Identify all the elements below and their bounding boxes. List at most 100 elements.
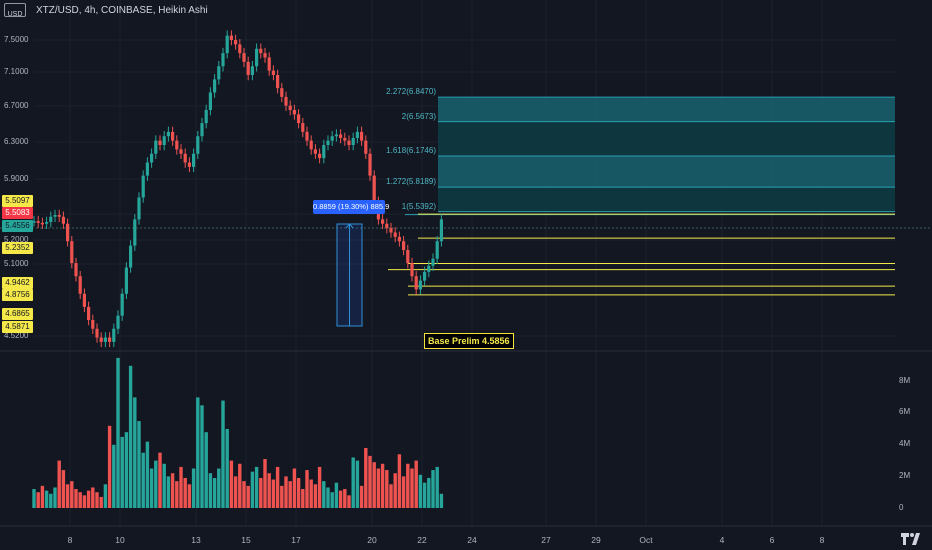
volume-bar xyxy=(355,460,360,508)
volume-bar xyxy=(380,463,385,508)
volume-tick-label: 4M xyxy=(899,439,911,448)
volume-bar xyxy=(179,466,183,508)
candle xyxy=(183,153,187,163)
measure-tool[interactable] xyxy=(336,223,363,327)
candle xyxy=(187,162,191,167)
price-tick-label: 5.9000 xyxy=(4,174,29,183)
volume-bar xyxy=(422,482,427,508)
candle xyxy=(145,162,149,176)
volume-bar xyxy=(137,421,141,508)
volume-bar xyxy=(70,481,74,508)
volume-tick-label: 0 xyxy=(899,503,904,512)
candle xyxy=(381,219,385,224)
candle xyxy=(347,140,351,145)
base-prelim-label[interactable]: Base Prelim 4.5856 xyxy=(424,333,514,349)
candle xyxy=(288,105,292,110)
chart-header: USD XTZ/USD, 4h, COINBASE, Heikin Ashi xyxy=(0,0,932,22)
candle xyxy=(204,110,208,124)
volume-bar xyxy=(95,492,99,508)
candle xyxy=(36,221,40,223)
price-tick-label: 4.5200 xyxy=(4,331,29,340)
candle xyxy=(32,221,36,223)
time-tick-label: 29 xyxy=(591,535,601,545)
candle xyxy=(385,223,389,229)
candle xyxy=(414,276,418,290)
volume-bar xyxy=(217,468,221,508)
candle xyxy=(175,140,179,150)
candle xyxy=(309,140,313,150)
candle xyxy=(124,267,128,294)
volume-bar xyxy=(267,473,271,508)
volume-bar xyxy=(191,468,196,508)
candle xyxy=(326,140,330,145)
candle xyxy=(61,216,65,224)
volume-bar xyxy=(418,474,423,508)
volume-bar xyxy=(175,481,179,508)
candle xyxy=(259,48,263,54)
horizontal-levels[interactable] xyxy=(388,213,895,296)
candle xyxy=(192,153,196,167)
candle xyxy=(255,48,259,67)
volume-bar xyxy=(49,493,53,508)
volume-bar xyxy=(65,484,70,508)
volume-bar xyxy=(259,477,263,508)
volume-bar xyxy=(154,460,158,508)
candle xyxy=(116,315,120,329)
price-tick-label: 6.7000 xyxy=(4,101,29,110)
volume-bar xyxy=(326,487,330,508)
volume-bar xyxy=(317,466,322,508)
candle xyxy=(179,149,183,154)
candle xyxy=(78,276,82,294)
volume-tick-label: 6M xyxy=(899,407,911,416)
price-badge: 4.9462 xyxy=(2,277,33,289)
volume-bar xyxy=(145,441,150,508)
volume-bar xyxy=(86,490,91,508)
volume-bar xyxy=(435,466,439,508)
volume-bar xyxy=(288,481,292,508)
candle xyxy=(431,258,435,266)
volume-bar xyxy=(128,365,133,508)
candle xyxy=(53,215,57,217)
price-badge: 5.5097 xyxy=(2,195,33,207)
time-tick-label: 8 xyxy=(67,535,73,545)
candle xyxy=(57,215,61,217)
volume-bar xyxy=(376,468,381,508)
volume-bar xyxy=(389,484,393,508)
volume-bars xyxy=(32,357,444,508)
volume-bar xyxy=(44,490,49,508)
fib-extension[interactable] xyxy=(405,96,895,216)
candle xyxy=(406,250,410,264)
tradingview-logo-icon[interactable] xyxy=(900,531,922,547)
volume-bar xyxy=(427,477,431,508)
volume-bar xyxy=(397,454,402,508)
volume-bar xyxy=(364,447,368,508)
volume-bar xyxy=(309,479,313,508)
symbol-title[interactable]: XTZ/USD, 4h, COINBASE, Heikin Ashi xyxy=(36,5,208,16)
candle xyxy=(154,140,158,154)
volume-bar xyxy=(359,485,364,508)
volume-bar xyxy=(212,477,217,508)
volume-bar xyxy=(162,463,166,508)
volume-bar xyxy=(275,466,280,508)
fib-level-label: 1(5.5392) xyxy=(401,201,436,211)
candle xyxy=(129,245,133,268)
candle xyxy=(95,328,99,338)
time-tick-label: 17 xyxy=(291,535,301,545)
candle xyxy=(40,222,44,225)
symbol-badge[interactable]: USD xyxy=(4,3,26,18)
volume-bar xyxy=(74,489,78,508)
candle xyxy=(250,66,254,75)
candle xyxy=(318,153,322,159)
time-tick-label: 15 xyxy=(241,535,251,545)
volume-bar xyxy=(250,471,255,508)
candle xyxy=(301,123,305,132)
volume-bar xyxy=(221,400,225,508)
volume-bar xyxy=(124,432,129,508)
volume-bar xyxy=(385,470,389,508)
volume-bar xyxy=(263,459,267,508)
volume-bar xyxy=(57,460,61,508)
candles xyxy=(32,30,443,348)
volume-bar xyxy=(40,485,45,508)
volume-bar xyxy=(91,487,95,508)
